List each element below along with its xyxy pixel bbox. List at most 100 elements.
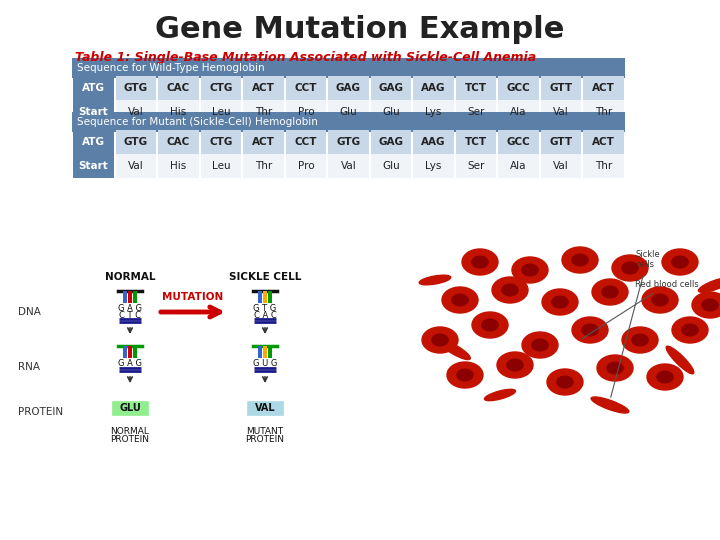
Bar xyxy=(115,100,156,124)
Text: ACT: ACT xyxy=(593,83,615,93)
Ellipse shape xyxy=(507,359,523,371)
Text: CTG: CTG xyxy=(210,83,233,93)
Bar xyxy=(541,154,582,178)
Text: C T C: C T C xyxy=(119,311,141,320)
Text: ATG: ATG xyxy=(82,83,105,93)
Bar xyxy=(73,154,114,178)
Bar xyxy=(263,346,267,358)
Text: C A C: C A C xyxy=(253,311,276,320)
Bar xyxy=(123,291,127,303)
Bar xyxy=(583,130,624,154)
Bar xyxy=(201,154,241,178)
Text: Pro: Pro xyxy=(297,107,314,117)
Ellipse shape xyxy=(462,249,498,275)
Ellipse shape xyxy=(452,294,468,306)
Ellipse shape xyxy=(472,256,488,268)
Text: CCT: CCT xyxy=(294,83,318,93)
Bar xyxy=(247,401,283,415)
Ellipse shape xyxy=(502,284,518,296)
Text: PROTEIN: PROTEIN xyxy=(110,435,150,444)
Ellipse shape xyxy=(492,277,528,303)
Bar xyxy=(541,100,582,124)
Bar xyxy=(115,76,156,100)
Bar xyxy=(328,76,369,100)
Text: CAC: CAC xyxy=(167,83,190,93)
Text: ACT: ACT xyxy=(593,137,615,147)
Bar xyxy=(268,346,272,358)
Bar xyxy=(72,112,625,132)
Text: GTT: GTT xyxy=(549,83,572,93)
Text: GCC: GCC xyxy=(507,83,531,93)
Text: Ala: Ala xyxy=(510,161,527,171)
Ellipse shape xyxy=(592,279,628,305)
Text: Val: Val xyxy=(128,161,144,171)
Bar xyxy=(328,130,369,154)
Text: SICKLE CELL: SICKLE CELL xyxy=(229,272,301,282)
Ellipse shape xyxy=(472,312,508,338)
Bar xyxy=(73,76,114,100)
Text: Ser: Ser xyxy=(467,107,485,117)
Text: Val: Val xyxy=(128,107,144,117)
Text: G A G: G A G xyxy=(118,359,142,368)
Text: MUTANT: MUTANT xyxy=(246,427,284,436)
Text: GAG: GAG xyxy=(336,83,361,93)
Ellipse shape xyxy=(652,294,668,306)
Ellipse shape xyxy=(419,275,451,285)
Text: G U G: G U G xyxy=(253,359,277,368)
Ellipse shape xyxy=(698,278,720,292)
Text: G T G: G T G xyxy=(253,304,276,313)
Text: Glu: Glu xyxy=(382,161,400,171)
Bar xyxy=(328,100,369,124)
Text: GTT: GTT xyxy=(549,137,572,147)
Ellipse shape xyxy=(602,286,618,298)
Bar xyxy=(158,76,199,100)
Text: Val: Val xyxy=(553,161,569,171)
Ellipse shape xyxy=(432,334,448,346)
Ellipse shape xyxy=(497,352,533,378)
Bar xyxy=(258,346,262,358)
Bar xyxy=(371,130,411,154)
Bar xyxy=(258,291,262,303)
Bar xyxy=(158,100,199,124)
Ellipse shape xyxy=(422,327,458,353)
Bar xyxy=(286,100,326,124)
Bar xyxy=(371,100,411,124)
Bar xyxy=(263,291,267,303)
Text: Red blood cells: Red blood cells xyxy=(582,280,698,339)
Bar xyxy=(112,401,148,415)
Bar xyxy=(243,76,284,100)
Bar xyxy=(268,291,272,303)
Bar xyxy=(201,130,241,154)
Bar xyxy=(73,100,114,124)
Ellipse shape xyxy=(622,262,638,274)
Text: GTG: GTG xyxy=(124,137,148,147)
Bar xyxy=(158,154,199,178)
Bar xyxy=(286,154,326,178)
Text: Ser: Ser xyxy=(467,161,485,171)
Ellipse shape xyxy=(662,249,698,275)
Text: TCT: TCT xyxy=(465,83,487,93)
Text: Table 1: Single-Base Mutation Associated with Sickle-Cell Anemia: Table 1: Single-Base Mutation Associated… xyxy=(75,51,536,64)
Bar xyxy=(498,100,539,124)
Ellipse shape xyxy=(647,364,683,390)
Ellipse shape xyxy=(582,324,598,336)
Text: Sequence for Wild-Type Hemoglobin: Sequence for Wild-Type Hemoglobin xyxy=(77,63,265,73)
Bar xyxy=(133,291,137,303)
Bar xyxy=(201,76,241,100)
Bar xyxy=(371,154,411,178)
Bar xyxy=(583,154,624,178)
Bar xyxy=(583,100,624,124)
Bar xyxy=(456,100,496,124)
Ellipse shape xyxy=(485,389,516,401)
Text: RNA: RNA xyxy=(18,362,40,372)
Bar xyxy=(456,154,496,178)
Ellipse shape xyxy=(632,334,648,346)
Ellipse shape xyxy=(682,324,698,336)
Bar xyxy=(73,130,114,154)
Text: Thr: Thr xyxy=(255,161,272,171)
Text: Start: Start xyxy=(78,107,108,117)
Text: ACT: ACT xyxy=(252,83,275,93)
Ellipse shape xyxy=(552,296,568,308)
Bar xyxy=(498,130,539,154)
Bar xyxy=(413,130,454,154)
